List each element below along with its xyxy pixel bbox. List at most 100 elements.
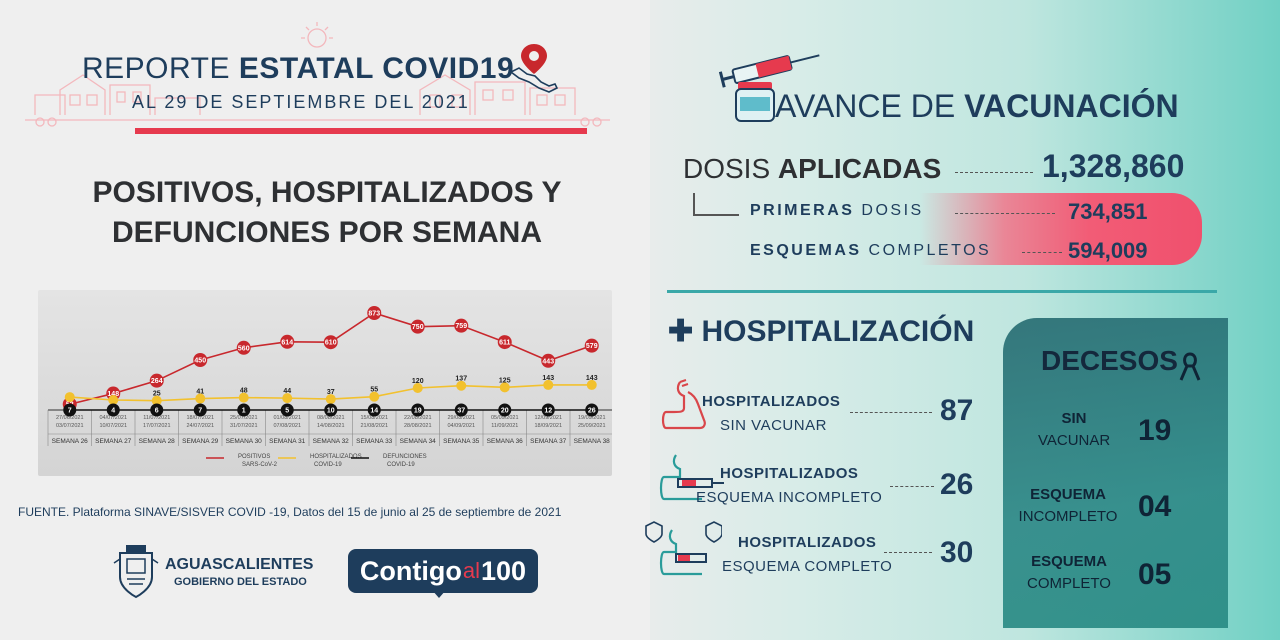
chart-label-defunciones: 6 bbox=[155, 408, 159, 415]
chart-point-hospitalizados bbox=[369, 391, 380, 402]
chart-label-hospitalizados: 120 bbox=[412, 378, 424, 385]
mexico-map-pin-icon bbox=[509, 44, 559, 93]
report-date: AL 29 DE SEPTIEMBRE DEL 2021 bbox=[132, 92, 470, 112]
dosis-label-light: DOSIS bbox=[683, 153, 771, 184]
esquemas-completos-label: ESQUEMAS COMPLETOS bbox=[750, 242, 991, 260]
chart-point-hospitalizados bbox=[282, 393, 293, 404]
chart-label-defunciones: 12 bbox=[544, 408, 552, 415]
chart-point-positivos bbox=[497, 335, 512, 350]
deaths-title: DECESOS bbox=[1041, 345, 1178, 376]
esquemas-label-bold: ESQUEMAS bbox=[750, 242, 862, 259]
chart-label-positivos: 560 bbox=[238, 345, 250, 352]
chart-point-positivos bbox=[323, 335, 338, 350]
chart-date-range-start: 25/07/2021 bbox=[230, 415, 258, 421]
chart-label-defunciones: 19 bbox=[414, 408, 422, 415]
chart-point-positivos bbox=[367, 306, 382, 320]
chart-label-hospitalizados: 137 bbox=[455, 376, 467, 383]
aguascalientes-name: AGUASCALIENTES bbox=[165, 556, 314, 573]
chart-date-range-end: 31/07/2021 bbox=[230, 423, 258, 429]
primeras-label-light: DOSIS bbox=[861, 202, 924, 219]
chart-point-hospitalizados bbox=[238, 392, 249, 403]
esquemas-label-light: COMPLETOS bbox=[868, 242, 992, 259]
dose-highlight-band bbox=[920, 193, 1202, 265]
chart-label-hospitalizados: 41 bbox=[196, 389, 204, 396]
chart-date-range-start: 04/07/2021 bbox=[99, 415, 127, 421]
primeras-dash-leader bbox=[955, 213, 1055, 214]
hosp-row2-bold: HOSPITALIZADOS bbox=[720, 465, 859, 482]
chart-label-positivos: 450 bbox=[194, 358, 206, 365]
arm-unvaccinated-icon bbox=[661, 379, 706, 430]
primeras-dosis-label: PRIMERAS DOSIS bbox=[750, 202, 924, 220]
chart-date-range-start: 22/08/2021 bbox=[404, 415, 432, 421]
chart-date-range-end: 17/07/2021 bbox=[143, 423, 171, 429]
chart-date-range-end: 25/09/2021 bbox=[578, 423, 606, 429]
vaccination-title-bold: VACUNACIÓN bbox=[964, 88, 1179, 124]
hosp-row1-label-light: SIN VACUNAR bbox=[720, 417, 827, 434]
hosp-row3-label-bold: HOSPITALIZADOS bbox=[738, 534, 876, 551]
chart-legend-label: HOSPITALIZADOS bbox=[310, 454, 362, 460]
arm-full-scheme-icon bbox=[645, 521, 722, 576]
chart-point-defunciones bbox=[585, 403, 599, 417]
hosp-row1-dash-leader bbox=[850, 412, 932, 413]
chart-date-range-start: 11/07/2021 bbox=[143, 415, 170, 421]
hosp-row2-dash-leader bbox=[890, 486, 934, 487]
chart-point-defunciones bbox=[498, 403, 512, 417]
deaths-row2-line2: INCOMPLETO bbox=[1018, 508, 1118, 525]
chart-legend-sublabel: SARS-CoV-2 bbox=[242, 462, 278, 468]
dosis-dash-leader bbox=[955, 172, 1033, 173]
report-title-light: REPORTE bbox=[82, 52, 230, 85]
chart-date-range-end: 10/07/2021 bbox=[99, 423, 127, 429]
deaths-row3-label: ESQUEMA COMPLETO bbox=[1014, 551, 1124, 595]
chart-label-hospitalizados: 55 bbox=[370, 387, 378, 394]
chart-label-hospitalizados: 25 bbox=[153, 391, 161, 398]
chart-date-range-start: 12/09/2021 bbox=[534, 415, 562, 421]
chart-label-positivos: 610 bbox=[325, 340, 337, 347]
chart-date-range-start: 05/09/2021 bbox=[491, 415, 519, 421]
chart-point-defunciones bbox=[454, 403, 468, 417]
chart-category-label: SEMANA 27 bbox=[95, 438, 132, 445]
chart-date-range-end: 11/09/2021 bbox=[491, 423, 518, 429]
source-note: FUENTE. Plataforma SINAVE/SISVER COVID -… bbox=[18, 505, 562, 519]
contigo-100-text: 100 bbox=[481, 555, 527, 586]
chart-label-positivos: 443 bbox=[542, 358, 554, 365]
chart-label-defunciones: 1 bbox=[242, 408, 246, 415]
chart-date-range-end: 18/09/2021 bbox=[534, 423, 562, 429]
chart-label-hospitalizados: 125 bbox=[499, 377, 511, 384]
chart-point-positivos bbox=[410, 319, 425, 334]
contigo-text: Contigo bbox=[359, 555, 462, 586]
chart-category-label: SEMANA 29 bbox=[182, 438, 219, 445]
chart-label-hospitalizados: 48 bbox=[240, 388, 248, 395]
esquemas-completos-value: 594,009 bbox=[1068, 238, 1148, 263]
hosp-row3-dash-leader bbox=[884, 552, 932, 553]
mourning-ribbon-icon bbox=[1179, 352, 1201, 381]
chart-label-defunciones: 20 bbox=[501, 408, 509, 415]
chart-legend-sublabel: COVID-19 bbox=[314, 462, 342, 468]
chart-category-label: SEMANA 32 bbox=[313, 438, 350, 445]
deaths-row1-label: SIN VACUNAR bbox=[1038, 408, 1110, 452]
hosp-row1-bold: HOSPITALIZADOS bbox=[702, 393, 841, 410]
report-title: REPORTE ESTATAL COVID19 bbox=[82, 52, 514, 86]
deaths-row1-line1: SIN bbox=[1061, 410, 1087, 427]
chart-date-range-start: 19/09/2021 bbox=[578, 415, 606, 421]
chart-date-range-start: 01/08/2021 bbox=[273, 415, 301, 421]
deaths-row2-label: ESQUEMA INCOMPLETO bbox=[1012, 484, 1124, 528]
chart-label-hospitalizados: 37 bbox=[327, 389, 335, 396]
dosis-aplicadas-value: 1,328,860 bbox=[1042, 148, 1185, 184]
chart-date-range-start: 27/06/2021 bbox=[56, 415, 84, 421]
chart-label-positivos: 750 bbox=[412, 324, 424, 331]
chart-point-defunciones bbox=[280, 403, 294, 417]
chart-label-defunciones: 5 bbox=[285, 408, 289, 415]
contigo-al-text: al bbox=[462, 558, 481, 583]
chart-point-hospitalizados bbox=[108, 395, 119, 405]
chart-point-positivos bbox=[454, 318, 469, 333]
chart-point-hospitalizados bbox=[499, 382, 510, 393]
chart-point-defunciones bbox=[106, 403, 120, 417]
chart-date-range-end: 28/08/2021 bbox=[404, 423, 432, 429]
chart-category-label: SEMANA 30 bbox=[226, 438, 263, 445]
hosp-row2-label-bold: HOSPITALIZADOS bbox=[720, 465, 858, 482]
chart-date-range-end: 07/08/2021 bbox=[273, 423, 301, 429]
chart-label-defunciones: 26 bbox=[588, 408, 596, 415]
deaths-row3-line1: ESQUEMA bbox=[1031, 553, 1107, 570]
contigo-logo-tail bbox=[432, 590, 446, 598]
arm-injection-icon bbox=[659, 454, 724, 501]
